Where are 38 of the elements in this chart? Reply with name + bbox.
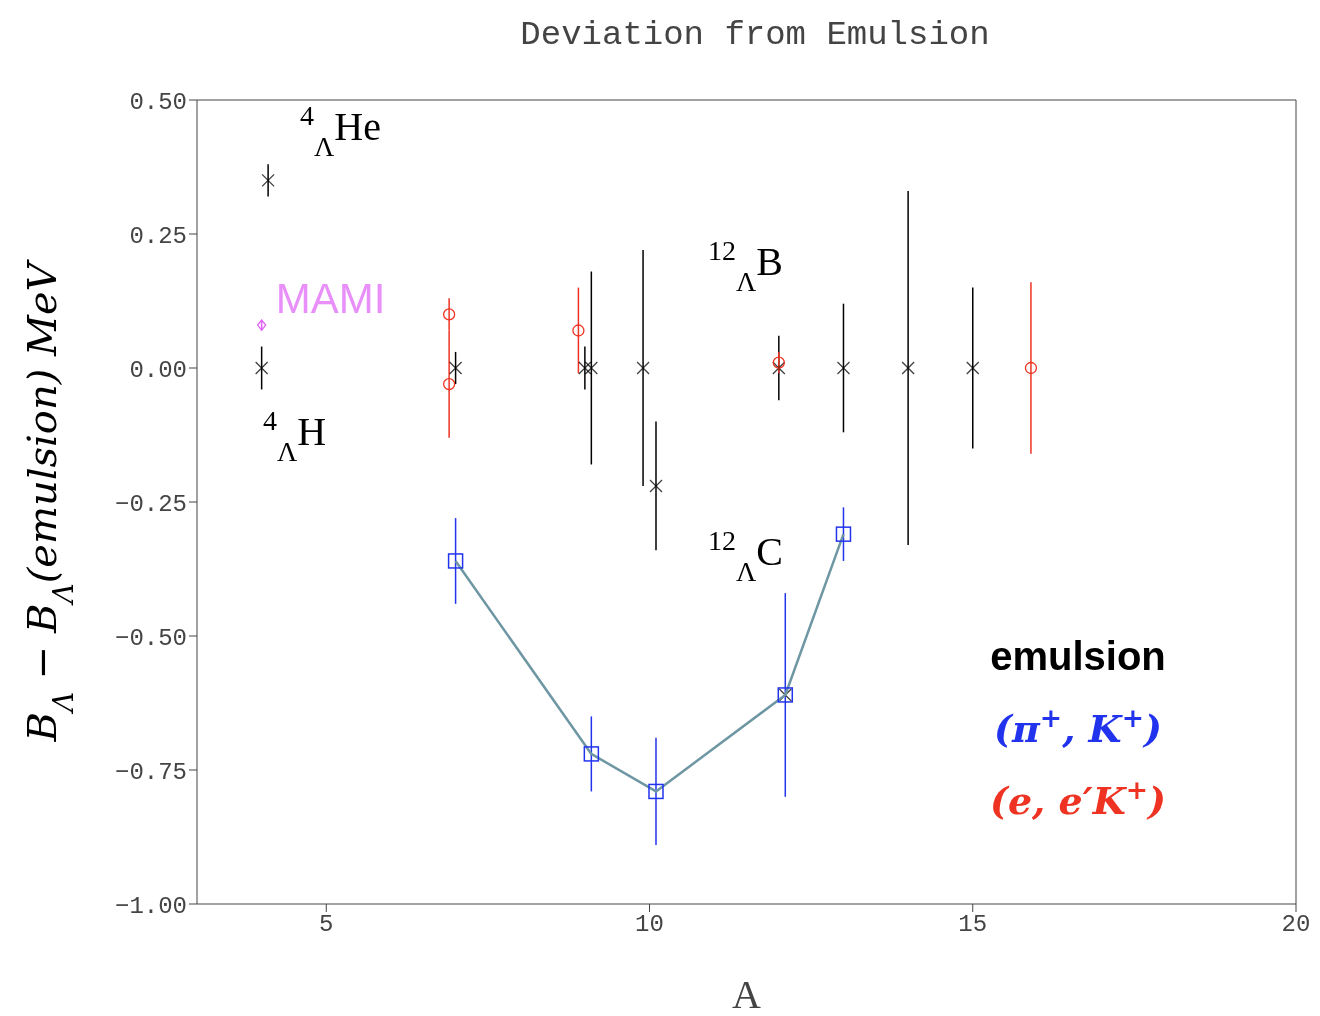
x-tick-label: 10 bbox=[635, 911, 664, 939]
y-tick-label: 0.50 bbox=[129, 88, 187, 116]
point bbox=[257, 319, 267, 331]
y-tick-label: −0.50 bbox=[114, 624, 187, 652]
point bbox=[448, 361, 463, 375]
point bbox=[772, 356, 785, 369]
text: (π$^{+}$, K$^{+}$) bbox=[994, 701, 1162, 751]
x-tick-label: 15 bbox=[958, 911, 988, 939]
y-tick-label: −0.25 bbox=[114, 490, 187, 518]
x-axis-title: A bbox=[732, 972, 762, 1016]
point bbox=[636, 361, 650, 375]
x-tick-label: 5 bbox=[319, 911, 334, 939]
chart-title: Deviation from Emulsion bbox=[520, 16, 990, 54]
y-tick-label: −1.00 bbox=[114, 892, 187, 920]
point bbox=[835, 526, 852, 542]
y-tick-label: 0.00 bbox=[129, 356, 187, 384]
point bbox=[648, 783, 664, 800]
point bbox=[255, 361, 269, 375]
point bbox=[442, 308, 456, 321]
point bbox=[649, 479, 663, 493]
y-tick-label: 0.25 bbox=[129, 222, 187, 250]
point bbox=[583, 746, 600, 762]
x-tick-label: 20 bbox=[1281, 911, 1311, 939]
point bbox=[584, 361, 598, 375]
point bbox=[966, 361, 980, 375]
point bbox=[572, 324, 585, 337]
point bbox=[901, 361, 915, 375]
series-label: MAMI bbox=[275, 275, 386, 323]
text: (e, e′K$^{+}$) bbox=[989, 773, 1167, 823]
point bbox=[447, 553, 464, 569]
point bbox=[442, 377, 456, 391]
point bbox=[261, 173, 275, 188]
y-tick-label: −0.75 bbox=[114, 758, 187, 786]
point bbox=[772, 361, 786, 375]
point bbox=[1024, 361, 1038, 375]
point bbox=[836, 361, 851, 375]
point bbox=[578, 361, 592, 375]
text: emulsion bbox=[990, 634, 1166, 678]
